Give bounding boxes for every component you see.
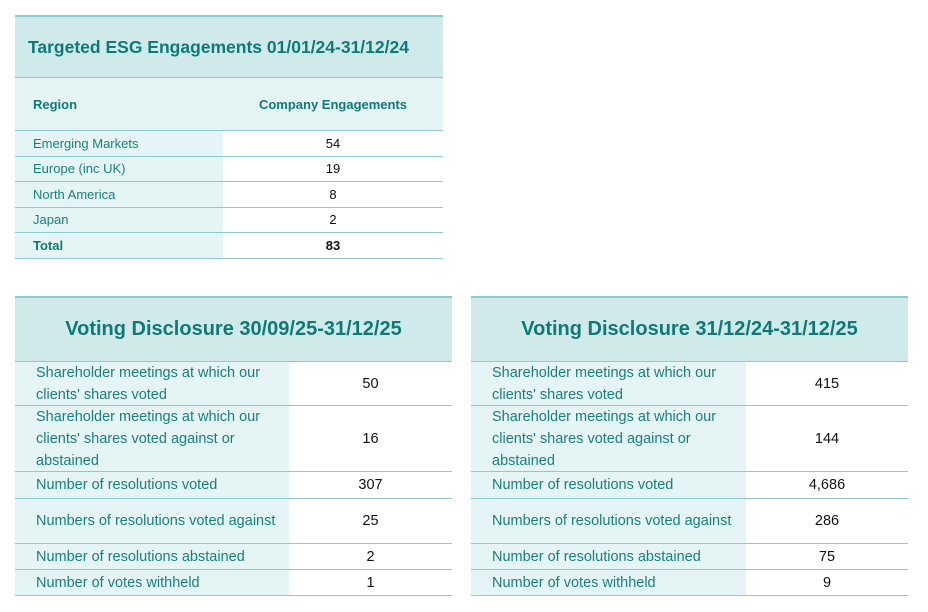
metric-value: 25 <box>289 499 452 543</box>
metric-label: Number of votes withheld <box>471 570 746 595</box>
metric-label: Numbers of resolutions voted against <box>15 499 289 543</box>
metric-value: 9 <box>746 570 908 595</box>
voting-disclosure-quarter-table: Voting Disclosure 30/09/25-31/12/25 Shar… <box>15 296 452 596</box>
metric-value: 16 <box>289 406 452 471</box>
engagements-cell: 2 <box>223 207 443 232</box>
total-value: 83 <box>223 233 443 258</box>
metric-label: Shareholder meetings at which our client… <box>471 406 746 471</box>
metric-label: Number of resolutions voted <box>15 472 289 498</box>
region-cell: Emerging Markets <box>15 131 223 156</box>
table-row: Shareholder meetings at which our client… <box>471 362 908 406</box>
table-row: Numbers of resolutions voted against 286 <box>471 499 908 544</box>
engagements-cell: 54 <box>223 131 443 156</box>
metric-label: Number of resolutions abstained <box>15 544 289 569</box>
table-row: North America 8 <box>15 182 443 208</box>
metric-label: Number of resolutions voted <box>471 472 746 498</box>
table-row: Emerging Markets 54 <box>15 131 443 157</box>
metric-value: 4,686 <box>746 472 908 498</box>
table-row: Number of votes withheld 1 <box>15 570 452 596</box>
metric-value: 50 <box>289 362 452 405</box>
metric-value: 75 <box>746 544 908 569</box>
voting-year-title: Voting Disclosure 31/12/24-31/12/25 <box>471 296 908 362</box>
engagements-cell: 8 <box>223 182 443 207</box>
header-company-engagements: Company Engagements <box>258 96 408 112</box>
table-row: Shareholder meetings at which our client… <box>471 406 908 472</box>
table-row: Number of resolutions voted 4,686 <box>471 472 908 499</box>
metric-label: Shareholder meetings at which our client… <box>15 362 289 405</box>
table-row: Europe (inc UK) 19 <box>15 156 443 182</box>
region-cell: North America <box>15 182 223 207</box>
voting-disclosure-year-table: Voting Disclosure 31/12/24-31/12/25 Shar… <box>471 296 908 596</box>
voting-quarter-title: Voting Disclosure 30/09/25-31/12/25 <box>15 296 452 362</box>
total-row: Total 83 <box>15 233 443 259</box>
table-row: Number of resolutions abstained 2 <box>15 544 452 570</box>
region-cell: Europe (inc UK) <box>15 156 223 181</box>
metric-value: 2 <box>289 544 452 569</box>
metric-label: Shareholder meetings at which our client… <box>15 406 289 471</box>
header-region: Region <box>33 96 78 112</box>
metric-value: 1 <box>289 570 452 595</box>
table-row: Shareholder meetings at which our client… <box>15 406 452 472</box>
metric-label: Shareholder meetings at which our client… <box>471 362 746 405</box>
metric-label: Number of resolutions abstained <box>471 544 746 569</box>
metric-value: 286 <box>746 499 908 543</box>
engagements-cell: 19 <box>223 156 443 181</box>
metric-label: Numbers of resolutions voted against <box>471 499 746 543</box>
table-row: Numbers of resolutions voted against 25 <box>15 499 452 544</box>
metric-value: 144 <box>746 406 908 471</box>
metric-value: 415 <box>746 362 908 405</box>
region-cell: Japan <box>15 207 223 232</box>
total-label: Total <box>15 233 223 258</box>
metric-label: Number of votes withheld <box>15 570 289 595</box>
esg-table-header: Region Company Engagements <box>15 78 443 131</box>
table-row: Japan 2 <box>15 207 443 233</box>
table-row: Number of resolutions voted 307 <box>15 472 452 499</box>
esg-engagements-table: Targeted ESG Engagements 01/01/24-31/12/… <box>15 15 443 259</box>
metric-value: 307 <box>289 472 452 498</box>
table-row: Shareholder meetings at which our client… <box>15 362 452 406</box>
esg-table-title: Targeted ESG Engagements 01/01/24-31/12/… <box>15 15 443 78</box>
table-row: Number of votes withheld 9 <box>471 570 908 596</box>
table-row: Number of resolutions abstained 75 <box>471 544 908 570</box>
